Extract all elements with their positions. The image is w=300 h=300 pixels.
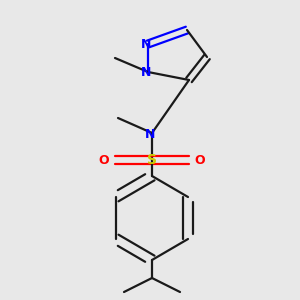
Text: S: S [147,153,157,167]
Text: N: N [141,65,151,79]
Text: N: N [145,128,155,140]
Text: O: O [195,154,205,166]
Text: O: O [99,154,109,166]
Text: N: N [141,38,151,50]
